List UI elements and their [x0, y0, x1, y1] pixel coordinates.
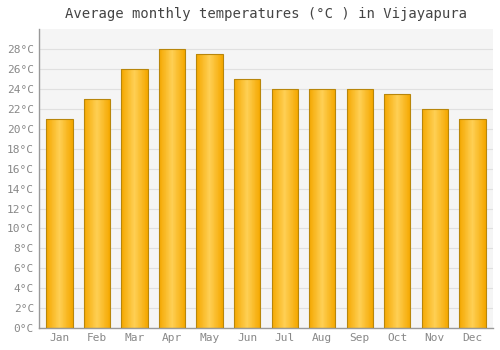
Bar [84, 99, 110, 328]
Bar [234, 79, 260, 328]
Bar [196, 54, 223, 328]
Bar [272, 89, 298, 328]
Bar [346, 89, 373, 328]
Bar [159, 49, 185, 328]
Bar [122, 69, 148, 328]
Bar [460, 119, 485, 328]
Title: Average monthly temperatures (°C ) in Vijayapura: Average monthly temperatures (°C ) in Vi… [65, 7, 467, 21]
Bar [384, 94, 410, 328]
Bar [46, 119, 72, 328]
Bar [422, 109, 448, 328]
Bar [309, 89, 336, 328]
